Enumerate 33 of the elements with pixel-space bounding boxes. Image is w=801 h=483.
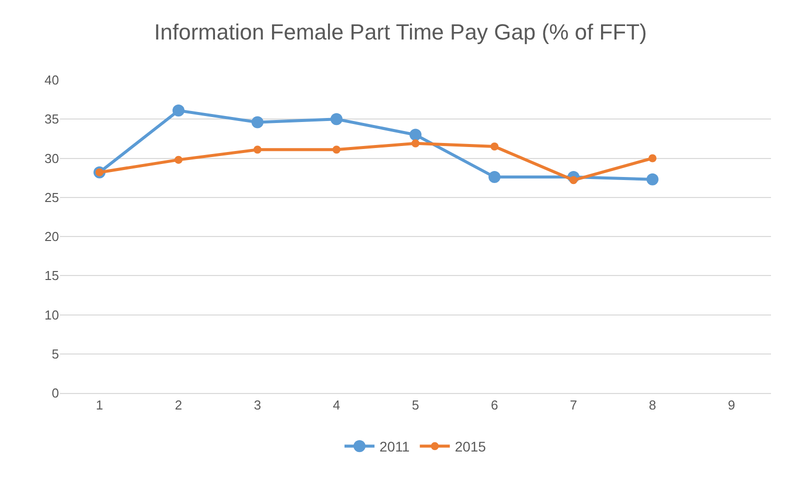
- y-tick-label: 15: [44, 268, 59, 284]
- y-tick-label: 5: [52, 346, 59, 362]
- x-tick-label: 2: [174, 398, 182, 413]
- x-tick-label: 1: [96, 398, 104, 413]
- point: [648, 154, 656, 162]
- point: [646, 173, 658, 186]
- point: [410, 128, 422, 141]
- y-tick-label: 35: [44, 112, 59, 127]
- y-tick-label: 30: [44, 150, 59, 166]
- point: [490, 142, 498, 151]
- point: [332, 146, 340, 154]
- x-tick-label: 6: [490, 398, 498, 413]
- point: [252, 116, 264, 128]
- chart-title: Information Female Part Time Pay Gap (% of FFT): [154, 20, 647, 45]
- point: [174, 156, 182, 164]
- point: [254, 146, 262, 154]
- x-tick-label: 7: [570, 398, 578, 413]
- point: [488, 171, 500, 184]
- point: [172, 104, 184, 117]
- x-tick-label: 5: [412, 398, 420, 413]
- x-tick-label: 4: [332, 398, 340, 413]
- y-tick-label: 40: [44, 72, 59, 88]
- y-tick-label: 10: [44, 307, 59, 322]
- x-tick-label: 9: [728, 398, 736, 413]
- y-tick-label: 20: [44, 229, 59, 244]
- y-tick-label: 0: [52, 386, 59, 401]
- point: [330, 113, 342, 126]
- x-tick-label: 8: [648, 398, 656, 413]
- x-tick-label: 3: [254, 398, 262, 413]
- legend-label: 2011: [380, 438, 410, 455]
- point: [412, 139, 420, 148]
- legend-label: 2015: [454, 438, 486, 455]
- y-tick-label: 25: [44, 190, 59, 205]
